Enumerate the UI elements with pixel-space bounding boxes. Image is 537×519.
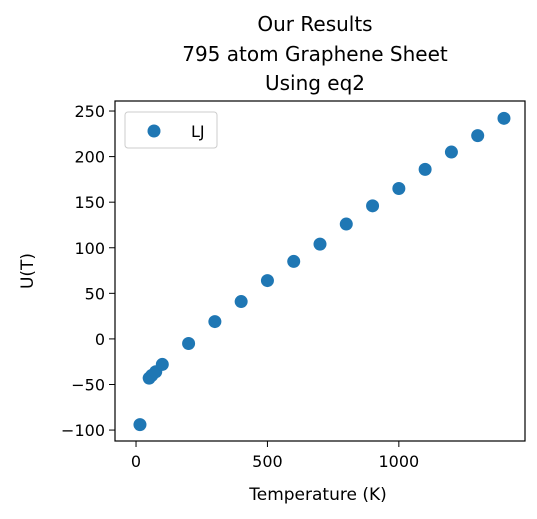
legend-box	[124, 111, 218, 149]
y-axis-ticks: −100 −50 0 50 100 150 200 250	[61, 102, 115, 440]
y-tick-label: −100	[61, 421, 105, 440]
y-tick-label: −50	[71, 375, 105, 394]
data-point	[471, 129, 485, 143]
x-axis-ticks: 0 500 1000	[131, 441, 419, 471]
y-tick-label: 200	[74, 148, 105, 167]
y-axis-label: U(T)	[18, 253, 38, 289]
chart-title-line-1: Our Results	[257, 12, 372, 36]
scatter-points-lj	[133, 111, 511, 432]
x-tick-label: 500	[252, 452, 283, 471]
chart-title-line-2: 795 atom Graphene Sheet	[182, 42, 448, 66]
data-point	[182, 336, 196, 350]
legend: LJ	[124, 111, 218, 149]
data-point	[234, 295, 248, 309]
data-point	[208, 315, 222, 329]
chart-title-line-3: Using eq2	[265, 71, 365, 95]
y-tick-label: 100	[74, 239, 105, 258]
y-tick-label: 250	[74, 102, 105, 121]
data-point	[313, 237, 327, 251]
data-point	[260, 274, 274, 288]
data-point	[339, 217, 353, 231]
y-tick-label: 0	[95, 330, 105, 349]
data-point	[366, 199, 380, 213]
data-point	[287, 254, 301, 268]
x-tick-label: 0	[131, 452, 141, 471]
data-point	[418, 162, 432, 176]
x-tick-label: 1000	[378, 452, 419, 471]
plot-area-frame	[114, 100, 526, 442]
y-tick-label: 50	[85, 284, 105, 303]
data-point	[444, 145, 458, 159]
data-point	[133, 418, 147, 432]
legend-label-lj: LJ	[191, 122, 205, 141]
data-point	[497, 111, 511, 125]
data-point	[392, 182, 406, 196]
x-axis-label: Temperature (K)	[248, 485, 387, 505]
data-point	[155, 357, 169, 371]
legend-marker-lj	[147, 124, 161, 138]
y-tick-label: 150	[74, 193, 105, 212]
